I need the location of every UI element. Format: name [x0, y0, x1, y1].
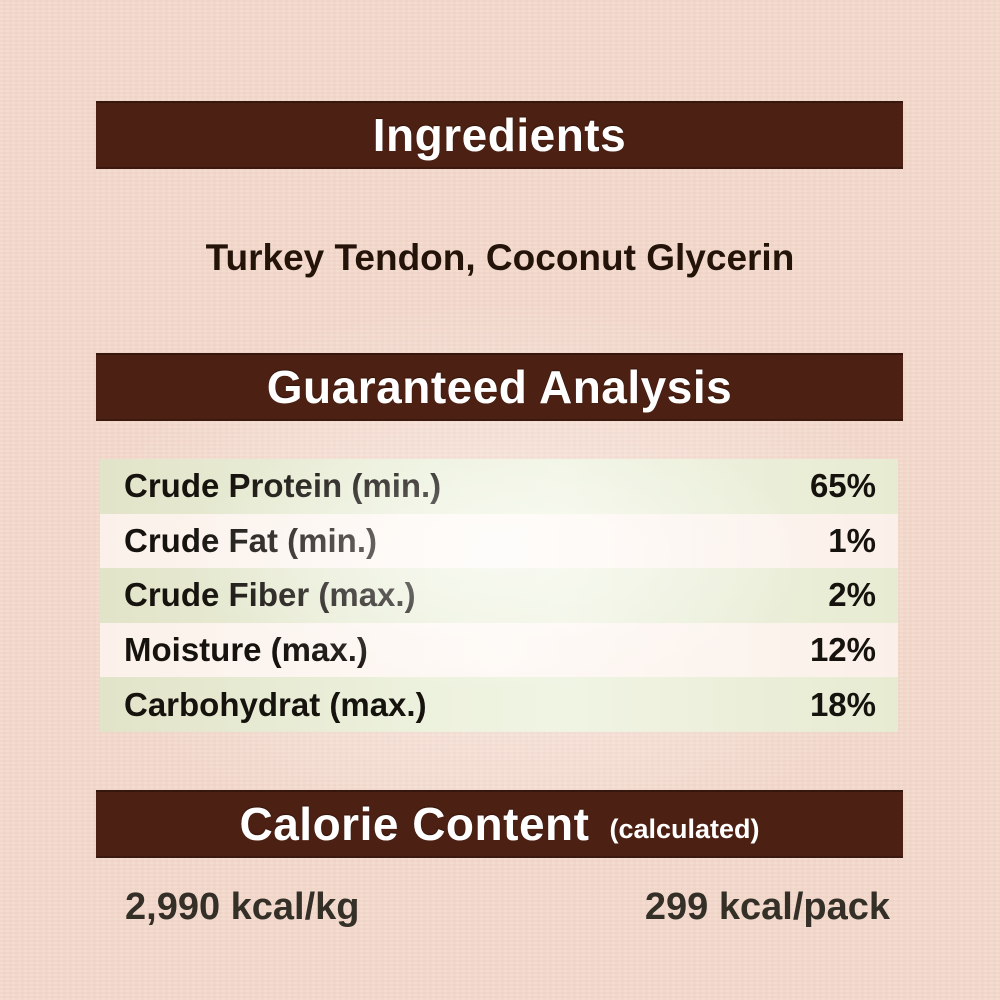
- table-row: Crude Fat (min.) 1%: [100, 513, 898, 569]
- nutrient-value: 2%: [828, 576, 876, 614]
- table-row: Carbohydrat (max.) 18%: [100, 677, 898, 732]
- nutrient-value: 12%: [809, 631, 876, 669]
- nutrient-value: 65%: [809, 467, 876, 505]
- guaranteed-analysis-title: Guaranteed Analysis: [266, 361, 733, 413]
- calorie-content-title: Calorie Content: [239, 798, 590, 850]
- calories-per-pack: 299 kcal/pack: [644, 886, 890, 928]
- nutrient-label: Crude Protein (min.): [124, 467, 442, 505]
- guaranteed-analysis-header-bar: Guaranteed Analysis: [96, 353, 903, 421]
- calorie-values-row: 2,990 kcal/kg 299 kcal/pack: [0, 886, 1000, 929]
- nutrient-label: Crude Fiber (max.): [124, 576, 416, 614]
- nutrient-label: Moisture (max.): [124, 631, 368, 669]
- table-row: Moisture (max.) 12%: [100, 622, 898, 678]
- ingredients-list: Turkey Tendon, Coconut Glycerin: [205, 237, 795, 278]
- ingredients-title: Ingredients: [372, 109, 627, 161]
- calories-per-kg: 2,990 kcal/kg: [125, 886, 360, 928]
- nutrient-value: 1%: [828, 521, 876, 559]
- ingredients-header-bar: Ingredients: [96, 101, 903, 169]
- nutrient-value: 18%: [809, 685, 876, 723]
- table-row: Crude Protein (min.) 65%: [100, 459, 898, 514]
- calorie-content-subtitle: (calculated): [609, 813, 760, 844]
- table-row: Crude Fiber (max.) 2%: [100, 568, 898, 623]
- nutrient-label: Carbohydrat (max.): [124, 685, 427, 723]
- nutrient-label: Crude Fat (min.): [124, 521, 377, 559]
- calorie-content-header-bar: Calorie Content (calculated): [96, 790, 903, 858]
- guaranteed-analysis-table: Crude Protein (min.) 65% Crude Fat (min.…: [100, 459, 898, 732]
